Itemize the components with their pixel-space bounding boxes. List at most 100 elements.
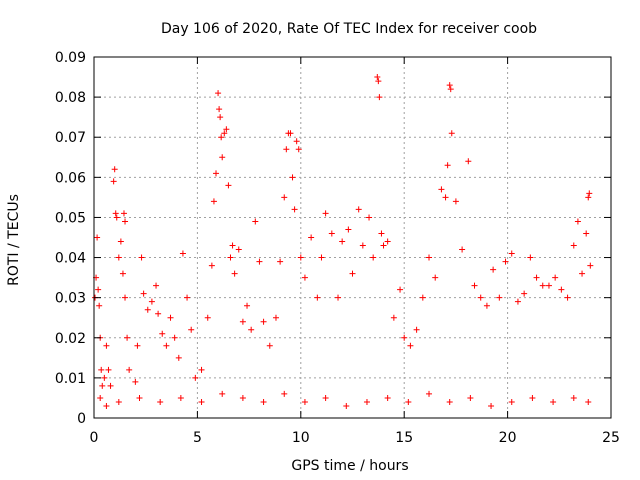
x-tick-label: 0 [90, 430, 99, 446]
x-tick-label: 15 [395, 430, 413, 446]
data-point [96, 302, 103, 309]
data-point [359, 242, 366, 249]
data-point [405, 398, 412, 405]
data-point [122, 218, 129, 225]
data-point [529, 394, 536, 401]
data-point [355, 206, 362, 213]
data-points [92, 74, 594, 409]
data-point [231, 270, 238, 277]
data-point [380, 242, 387, 249]
data-point [266, 342, 273, 349]
data-point [213, 170, 220, 177]
data-point [260, 318, 267, 325]
data-point [210, 198, 217, 205]
data-point [122, 294, 129, 301]
data-point [208, 262, 215, 269]
data-point [508, 398, 515, 405]
data-point [140, 290, 147, 297]
data-point [587, 262, 594, 269]
x-tick-label: 20 [499, 430, 517, 446]
data-point [198, 366, 205, 373]
data-point [204, 314, 211, 321]
data-point [119, 270, 126, 277]
data-point [216, 106, 223, 113]
data-point [552, 274, 559, 281]
data-point [252, 218, 259, 225]
data-point [115, 254, 122, 261]
data-point [558, 286, 565, 293]
data-point [390, 314, 397, 321]
data-point [407, 342, 414, 349]
data-point [113, 214, 120, 221]
data-point [426, 254, 433, 261]
data-point [314, 294, 321, 301]
data-point [349, 270, 356, 277]
data-point [239, 318, 246, 325]
data-point [198, 398, 205, 405]
data-point [134, 342, 141, 349]
x-tick-label: 5 [193, 430, 202, 446]
data-point [227, 254, 234, 261]
data-point [248, 326, 255, 333]
data-point [465, 158, 472, 165]
y-tick-label: 0.08 [55, 90, 86, 106]
y-tick-label: 0.09 [55, 50, 86, 66]
y-tick-label: 0.04 [55, 251, 86, 267]
data-point [318, 254, 325, 261]
y-tick-label: 0.01 [55, 371, 86, 387]
data-point [293, 138, 300, 145]
data-point [103, 342, 110, 349]
data-point [188, 326, 195, 333]
data-point [496, 294, 503, 301]
data-point [508, 250, 515, 257]
data-point [159, 330, 166, 337]
data-point [471, 282, 478, 289]
data-point [488, 402, 495, 409]
data-point [94, 234, 101, 241]
data-point [446, 82, 453, 89]
data-point [366, 214, 373, 221]
data-point [586, 190, 593, 197]
data-point [179, 250, 186, 257]
data-point [192, 374, 199, 381]
data-point [157, 398, 164, 405]
data-point [363, 398, 370, 405]
data-point [490, 266, 497, 273]
y-tick-label: 0.02 [55, 331, 86, 347]
data-point [219, 154, 226, 161]
data-point [413, 326, 420, 333]
data-point [375, 78, 382, 85]
data-point [218, 134, 225, 141]
data-point [287, 130, 294, 137]
data-point [272, 314, 279, 321]
data-point [105, 366, 112, 373]
data-point [120, 210, 127, 217]
data-point [110, 178, 117, 185]
data-point [277, 258, 284, 265]
data-point [124, 334, 131, 341]
data-point [419, 294, 426, 301]
data-point [527, 254, 534, 261]
data-point [442, 194, 449, 201]
y-tick-label: 0.03 [55, 291, 86, 307]
data-point [283, 146, 290, 153]
data-point [447, 86, 454, 93]
data-point [579, 270, 586, 277]
x-tick-label: 10 [292, 430, 310, 446]
data-point [550, 398, 557, 405]
grid-layer [94, 57, 611, 418]
data-point [545, 282, 552, 289]
data-point [574, 218, 581, 225]
data-point [477, 294, 484, 301]
data-point [397, 286, 404, 293]
x-axis-label: GPS time / hours [291, 458, 408, 474]
data-point [219, 390, 226, 397]
data-point [502, 258, 509, 265]
data-point [297, 254, 304, 261]
data-point [99, 382, 106, 389]
data-point [97, 394, 104, 401]
data-point [328, 230, 335, 237]
data-point [148, 298, 155, 305]
data-point [426, 390, 433, 397]
